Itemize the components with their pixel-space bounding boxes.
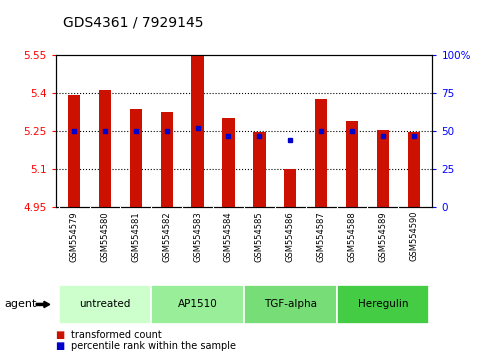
Bar [151,285,244,324]
Text: GSM554586: GSM554586 [286,211,295,262]
Text: GDS4361 / 7929145: GDS4361 / 7929145 [63,16,203,30]
Bar [337,285,429,324]
Text: GSM554584: GSM554584 [224,211,233,262]
Bar [68,96,80,207]
Text: TGF-alpha: TGF-alpha [264,299,317,309]
Bar [284,169,297,207]
Bar [377,130,389,207]
Bar [244,285,337,324]
Text: agent: agent [5,299,37,309]
Text: untreated: untreated [79,299,130,309]
Text: GSM554582: GSM554582 [162,211,171,262]
Bar [58,285,151,324]
Text: GSM554579: GSM554579 [70,211,79,262]
Text: transformed count: transformed count [71,330,162,339]
Text: GSM554589: GSM554589 [378,211,387,262]
Text: GSM554583: GSM554583 [193,211,202,262]
Text: GSM554585: GSM554585 [255,211,264,262]
Text: AP1510: AP1510 [178,299,217,309]
Bar [253,132,266,207]
Text: Heregulin: Heregulin [357,299,408,309]
Bar [99,90,111,207]
Bar [346,121,358,207]
Bar [129,109,142,207]
Text: GSM554587: GSM554587 [317,211,326,262]
Text: GSM554580: GSM554580 [100,211,110,262]
Text: GSM554588: GSM554588 [347,211,356,262]
Text: ■: ■ [56,341,65,351]
Text: percentile rank within the sample: percentile rank within the sample [71,341,236,351]
Bar [160,112,173,207]
Bar [408,132,420,207]
Text: ■: ■ [56,330,65,339]
Bar [222,118,235,207]
Bar [315,99,327,207]
Text: GSM554581: GSM554581 [131,211,141,262]
Text: GSM554590: GSM554590 [409,211,418,262]
Bar [191,55,204,207]
